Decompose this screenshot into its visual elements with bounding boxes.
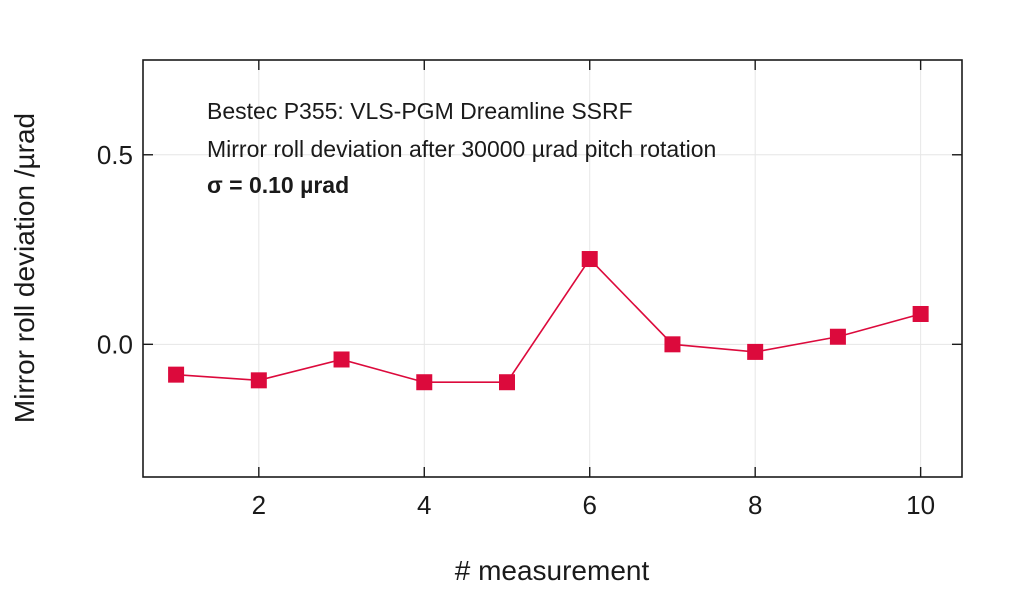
data-point-marker: [168, 366, 185, 383]
data-point-marker: [747, 343, 764, 360]
annotation-line-2: Mirror roll deviation after 30000 µrad p…: [207, 136, 716, 162]
y-axis-ticks: 0.0 0.5: [97, 140, 962, 359]
x-tick-label: 2: [252, 490, 266, 520]
data-point-marker: [829, 328, 846, 345]
data-point-marker: [416, 374, 433, 391]
y-tick-label: 0.0: [97, 329, 133, 359]
x-axis-ticks: 2 4 6 8 10: [252, 60, 935, 520]
y-axis-title: Mirror roll deviation /µrad: [9, 113, 40, 423]
annotation-sigma: σ = 0.10 µrad: [207, 172, 349, 198]
y-tick-label: 0.5: [97, 140, 133, 170]
x-tick-label: 8: [748, 490, 762, 520]
data-point-marker: [912, 305, 929, 322]
series-line: [176, 257, 921, 384]
data-series: [168, 251, 929, 391]
x-tick-label: 6: [582, 490, 596, 520]
x-tick-label: 10: [906, 490, 935, 520]
data-point-marker: [250, 372, 267, 389]
data-point-marker: [499, 374, 515, 391]
x-tick-label: 4: [417, 490, 431, 520]
data-point-marker: [664, 336, 681, 353]
annotation-line-1: Bestec P355: VLS-PGM Dreamline SSRF: [207, 98, 633, 124]
grid-lines: [143, 60, 962, 477]
data-point-marker: [333, 351, 350, 368]
data-point-marker: [581, 251, 598, 268]
plot-area-frame: [142, 59, 963, 478]
x-axis-title: # measurement: [455, 555, 650, 586]
